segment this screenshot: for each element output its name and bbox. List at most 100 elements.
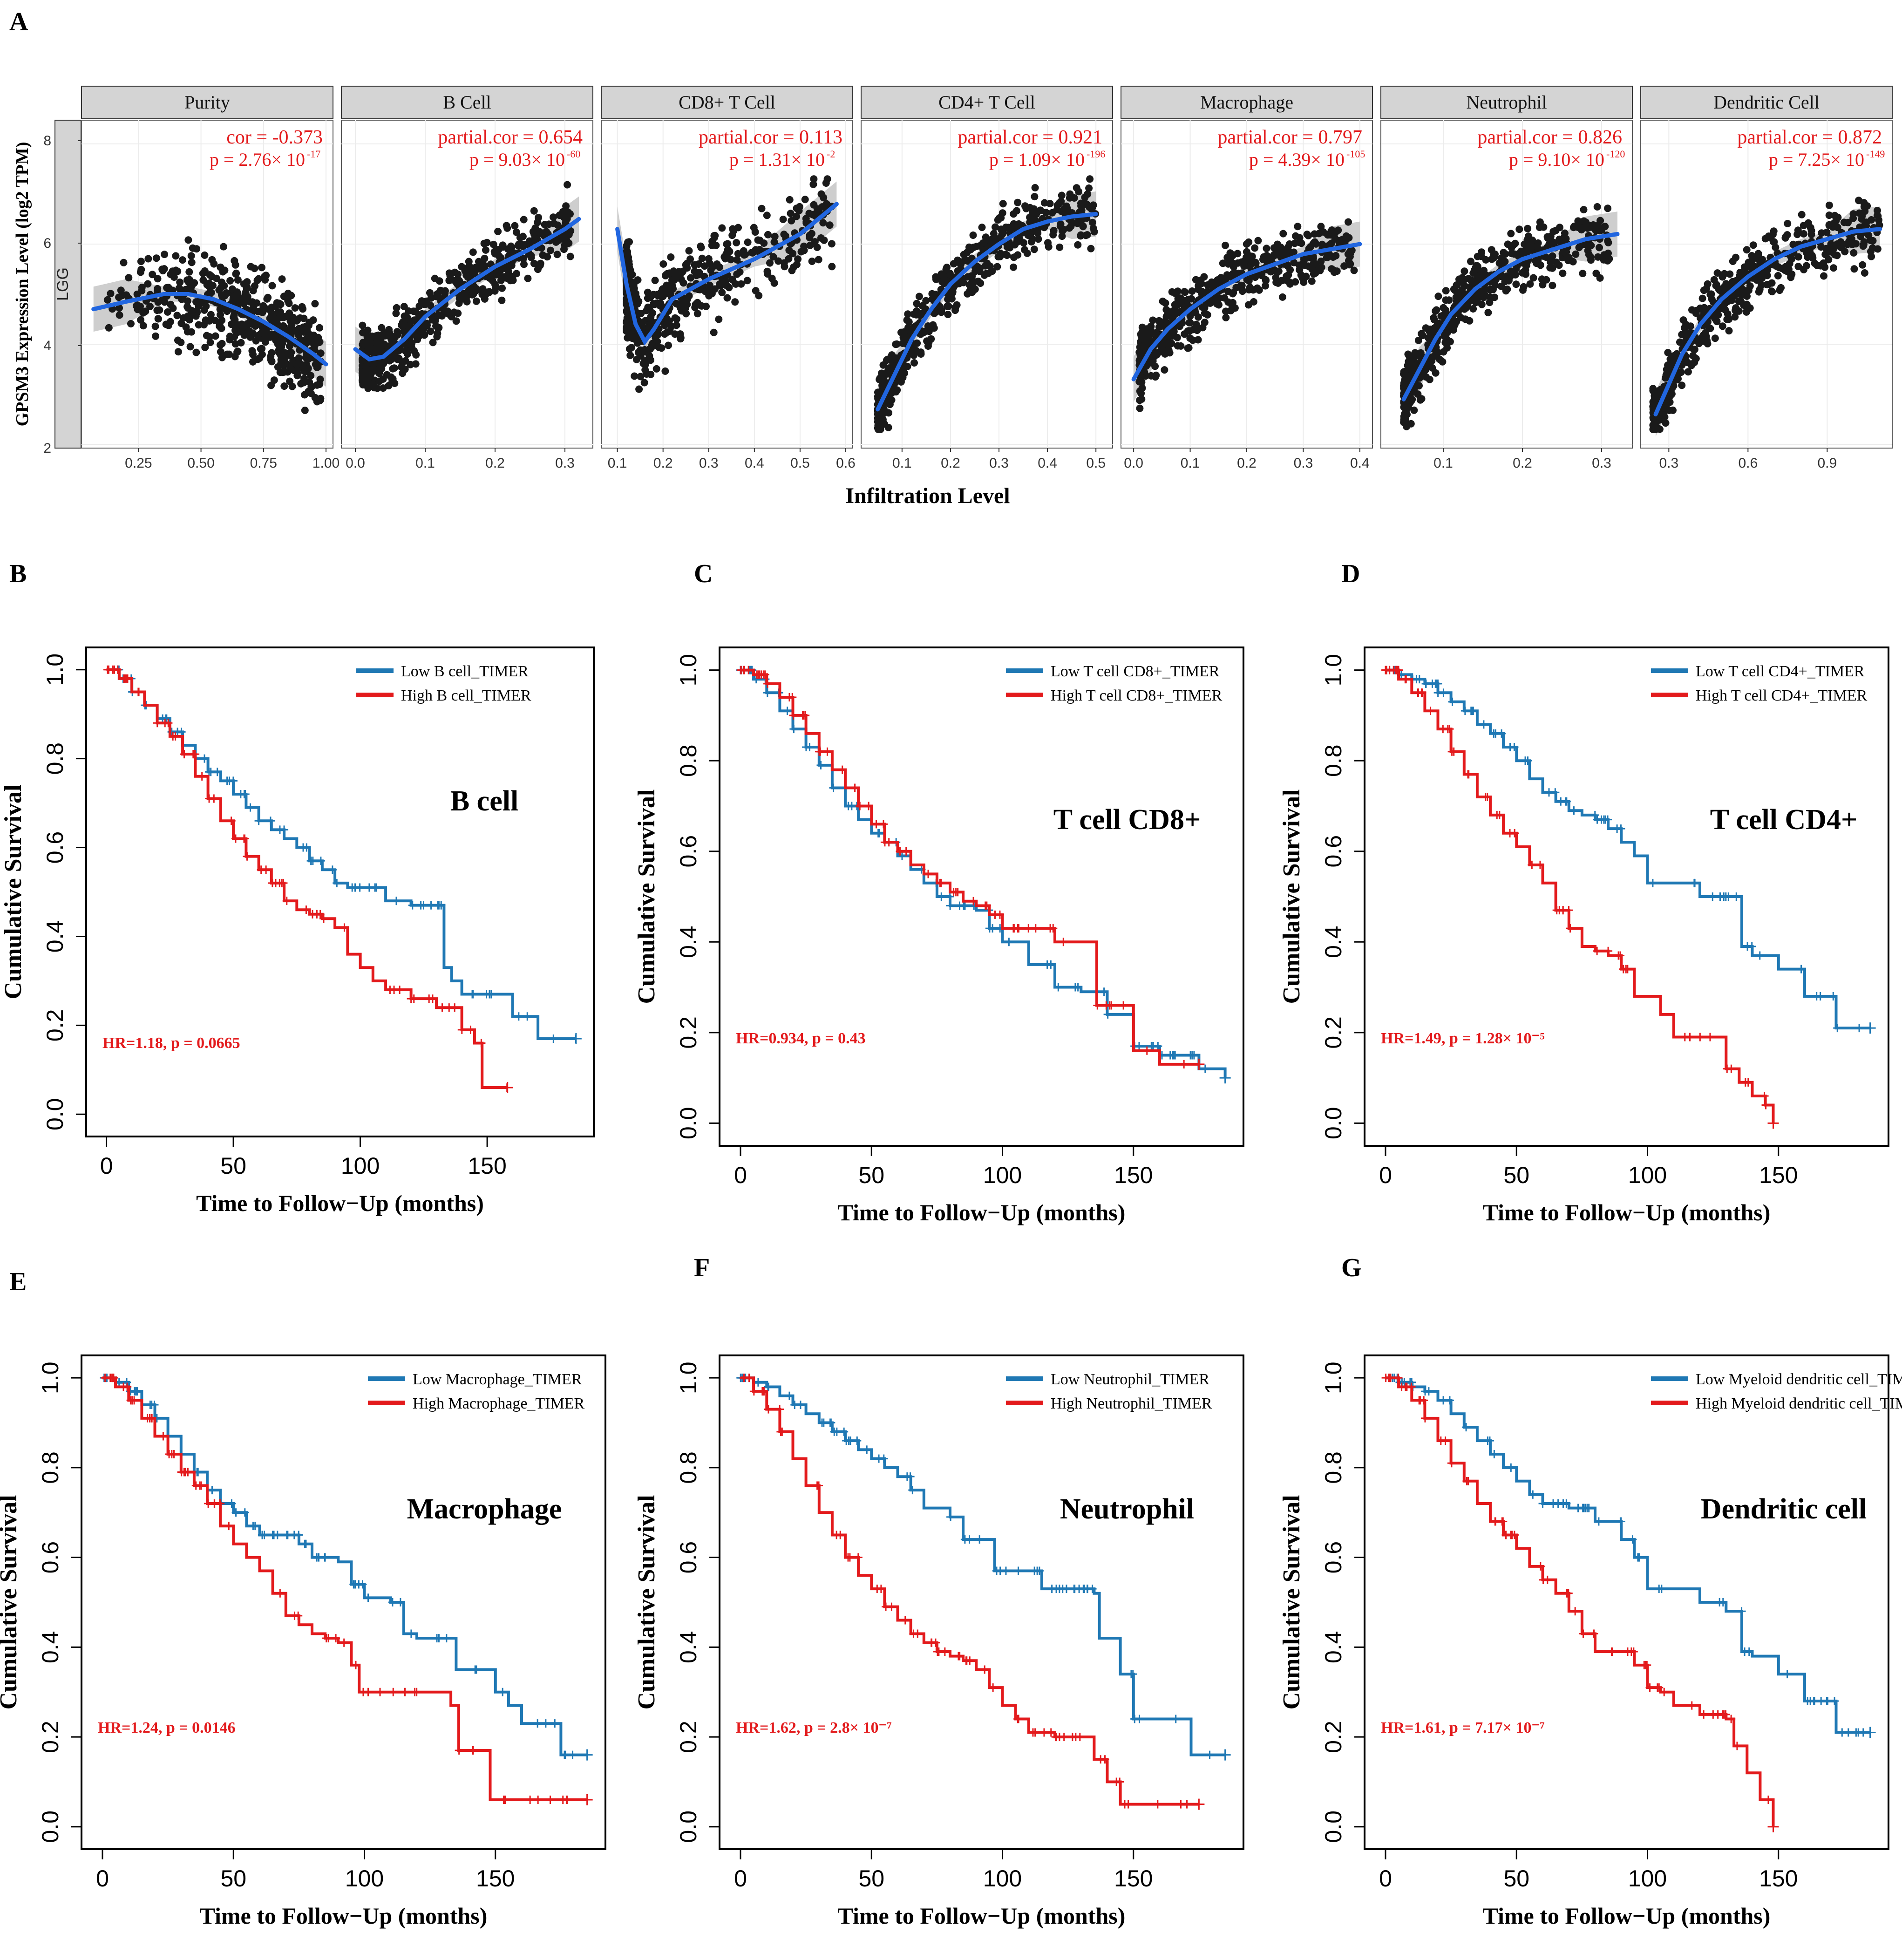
data-point <box>1329 253 1337 261</box>
data-point <box>487 274 494 282</box>
x-tick-label: 0.2 <box>1513 456 1532 471</box>
data-point <box>1859 261 1867 269</box>
censor-mark <box>856 802 864 810</box>
data-point <box>1214 276 1222 284</box>
data-point <box>516 239 524 247</box>
data-point <box>1508 250 1515 258</box>
censor-mark <box>254 817 263 825</box>
censor-mark <box>850 783 859 792</box>
data-point <box>1428 353 1435 361</box>
data-point <box>766 259 774 267</box>
censor-mark <box>836 1531 845 1539</box>
data-point <box>1698 294 1706 302</box>
data-point <box>230 313 238 321</box>
censor-mark <box>872 820 881 829</box>
data-point <box>971 267 979 275</box>
censor-mark <box>1219 1072 1231 1084</box>
data-point <box>1548 253 1556 261</box>
data-point <box>380 329 388 337</box>
data-point <box>1664 361 1672 369</box>
data-point <box>188 328 196 336</box>
data-point <box>229 294 237 302</box>
data-point <box>1137 389 1145 397</box>
censor-mark <box>815 747 823 756</box>
data-point <box>644 288 652 296</box>
data-point <box>631 278 639 286</box>
censor-mark <box>1070 1585 1079 1593</box>
data-point <box>566 252 574 260</box>
data-point <box>1768 279 1776 287</box>
data-point <box>1692 354 1700 362</box>
censor-mark <box>153 719 162 728</box>
data-point <box>1006 242 1014 250</box>
censor-mark <box>246 803 255 812</box>
censor-mark <box>1142 1046 1151 1055</box>
y-tick-label: 1.0 <box>1320 654 1346 687</box>
censor-mark <box>1740 1647 1749 1656</box>
censor-mark <box>260 1531 269 1539</box>
data-point <box>307 372 315 380</box>
data-point <box>475 258 482 265</box>
legend-entry-high: High T cell CD4+_TIMER <box>1696 687 1868 704</box>
censor-mark <box>909 1629 918 1638</box>
data-point <box>718 288 726 296</box>
data-point <box>1488 255 1496 263</box>
x-tick-label: 0.1 <box>415 456 435 471</box>
data-point <box>534 218 542 226</box>
data-point <box>1056 243 1064 251</box>
scatter-y-tick-label: 6 <box>43 236 51 251</box>
censor-mark <box>1623 1647 1632 1656</box>
data-point <box>151 322 159 330</box>
censor-mark <box>1830 1697 1839 1705</box>
data-point <box>997 225 1005 233</box>
censor-mark <box>1448 697 1457 706</box>
data-point <box>999 209 1006 217</box>
censor-mark <box>514 1012 523 1021</box>
km-plot-box <box>1364 1354 1889 1850</box>
data-point <box>447 276 455 284</box>
data-point <box>1794 263 1802 271</box>
data-point <box>297 380 305 388</box>
censor-mark <box>455 1746 463 1755</box>
data-point <box>809 180 817 188</box>
data-point <box>530 259 538 267</box>
censor-mark <box>1783 1670 1792 1679</box>
data-point <box>986 262 994 270</box>
censor-mark <box>1562 797 1571 806</box>
censor-mark <box>946 1512 955 1521</box>
data-point <box>877 415 885 423</box>
censor-mark <box>1182 1800 1191 1809</box>
data-point <box>1262 277 1270 285</box>
data-point <box>1787 273 1795 281</box>
y-axis-title: Cumulative Survival <box>1278 1495 1305 1710</box>
data-point <box>993 263 1001 271</box>
data-point <box>1308 277 1316 285</box>
data-point <box>504 245 512 253</box>
censor-mark <box>1574 1504 1583 1512</box>
censor-mark <box>1031 1728 1039 1737</box>
data-point <box>1186 334 1194 342</box>
data-point <box>1478 300 1486 308</box>
censor-mark <box>1744 1078 1753 1087</box>
data-point <box>1311 230 1318 238</box>
data-point <box>1194 313 1202 321</box>
data-point <box>562 202 570 210</box>
censor-mark <box>975 1535 984 1544</box>
data-point <box>388 337 396 345</box>
censor-mark <box>924 870 933 878</box>
data-point <box>299 361 306 369</box>
censor-mark <box>1571 1607 1580 1616</box>
censor-mark <box>829 783 838 792</box>
data-point <box>107 290 115 298</box>
data-point <box>228 285 236 293</box>
censor-mark <box>1628 1535 1637 1544</box>
censor-mark <box>466 1025 475 1034</box>
data-point <box>1090 228 1098 236</box>
data-point <box>161 298 169 306</box>
hazard-ratio-label: HR=0.934, p = 0.43 <box>736 1030 866 1047</box>
censor-mark <box>365 883 374 892</box>
survival-curve-high <box>1381 1374 1779 1832</box>
data-point <box>752 287 760 295</box>
data-point <box>172 252 180 260</box>
